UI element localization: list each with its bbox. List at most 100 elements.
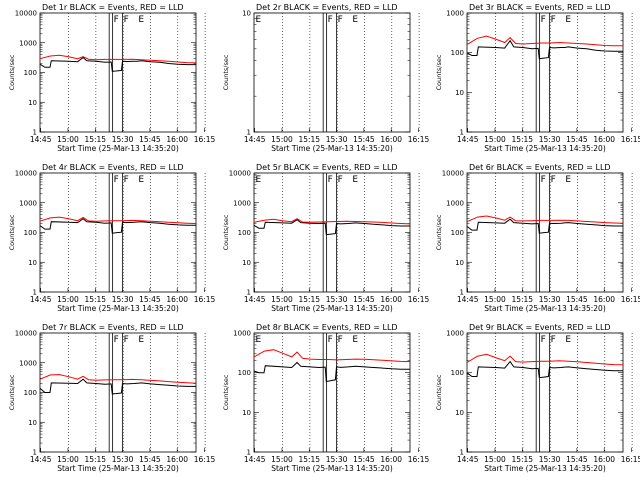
y-tick-label: 1 [460,289,464,297]
y-tick-label: 100 [451,49,464,57]
x-tick-label: 15:45 [353,295,375,304]
x-tick-label: 16:00 [166,135,188,144]
y-tick-label: 1 [33,129,37,137]
y-tick-label: 10 [242,409,251,417]
x-tick-label: 16:00 [593,455,615,464]
plot-frame [466,12,624,133]
plot-title: Det 5r BLACK = Events, RED = LLD [256,163,398,172]
f-marker: F [328,175,333,185]
x-tick-label: 16:00 [166,455,188,464]
x-tick-label: 15:00 [484,135,506,144]
f-marker: F [124,335,129,345]
events-series-line [39,218,196,234]
x-tick-label: 15:15 [511,295,533,304]
plot-title: Det 7r BLACK = Events, RED = LLD [42,323,184,332]
plot-title: Det 1r BLACK = Events, RED = LLD [42,3,184,12]
y-tick-label: 1 [247,449,251,457]
f-marker: F [541,335,546,345]
x-tick-label: 16:15 [194,455,216,464]
x-tick-label: 15:45 [139,295,161,304]
lld-series-line [253,218,411,225]
f-marker: F [328,15,333,25]
y-tick-label: 1000 [446,330,464,338]
x-tick-label: 15:30 [539,455,561,464]
y-tick-label: 100 [24,229,37,237]
x-tick-label: 16:00 [380,455,402,464]
y-tick-label: 1000 [19,39,37,47]
y-tick-label: 100 [451,369,464,377]
x-tick-label: 15:30 [112,135,134,144]
plot-frame [253,332,411,453]
x-tick-label: 16:15 [621,135,640,144]
lld-series-line [466,353,624,366]
x-tick-label: 15:00 [484,295,506,304]
f-marker: F [124,175,129,185]
x-tick-label: 16:15 [194,295,216,304]
plot-title: Det 3r BLACK = Events, RED = LLD [469,3,611,12]
y-axis-label: Counts/sec [222,374,230,410]
y-tick-label: 1 [247,129,251,137]
y-tick-label: 1000 [446,10,464,18]
x-tick-label: 15:30 [539,295,561,304]
y-axis-label: Counts/sec [222,214,230,250]
x-tick-label: 15:15 [84,455,106,464]
x-tick-label: 15:00 [57,295,79,304]
x-tick-label: 15:15 [298,135,320,144]
x-tick-label: 15:30 [326,455,348,464]
e-marker: E [565,15,571,25]
x-tick-label: 16:15 [408,455,430,464]
y-tick-label: 1000 [446,199,464,207]
events-series-line [39,378,196,395]
x-tick-label: 15:00 [484,455,506,464]
x-tick-label: 14:45 [457,295,479,304]
y-tick-label: 10 [28,99,37,107]
f-marker: F [328,335,333,345]
e-marker: E [352,175,358,185]
f-marker: F [541,15,546,25]
x-tick-label: 16:15 [621,455,640,464]
x-tick-label: 16:00 [380,135,402,144]
y-tick-label: 1 [460,129,464,137]
plot-frame [39,332,197,453]
x-tick-label: 15:15 [511,135,533,144]
y-tick-label: 10000 [442,170,464,178]
x-axis-label: Start Time (25-Mar-13 14:35:20) [57,464,179,473]
x-tick-label: 15:30 [112,295,134,304]
x-tick-label: 14:45 [244,455,266,464]
f-marker: F [338,175,343,185]
y-tick-label: 100 [451,229,464,237]
y-tick-label: 10000 [229,170,251,178]
y-tick-label: 1 [33,289,37,297]
f-marker: F [338,15,343,25]
x-tick-label: 15:15 [298,295,320,304]
f-marker: F [551,175,556,185]
e-marker: E [256,15,262,25]
x-axis-label: Start Time (25-Mar-13 14:35:20) [57,304,179,313]
x-tick-label: 16:15 [408,135,430,144]
y-tick-label: 10 [28,259,37,267]
e-marker: E [256,335,262,345]
x-tick-label: 15:15 [298,455,320,464]
plot-title: Det 2r BLACK = Events, RED = LLD [256,3,398,12]
x-tick-label: 15:00 [271,295,293,304]
plot-title: Det 8r BLACK = Events, RED = LLD [256,323,398,332]
y-tick-label: 1000 [233,330,251,338]
x-tick-label: 15:30 [112,455,134,464]
x-tick-label: 15:00 [271,455,293,464]
x-tick-label: 15:30 [326,135,348,144]
x-axis-label: Start Time (25-Mar-13 14:35:20) [271,464,393,473]
x-tick-label: 14:45 [244,135,266,144]
x-tick-label: 15:45 [139,135,161,144]
x-axis-label: Start Time (25-Mar-13 14:35:20) [484,144,606,153]
x-axis-label: Start Time (25-Mar-13 14:35:20) [271,144,393,153]
e-marker: E [256,175,262,185]
f-marker: F [541,175,546,185]
lld-series-line [39,54,197,64]
y-axis-label: Counts/sec [8,374,16,410]
y-tick-label: 10 [455,89,464,97]
x-tick-label: 16:00 [593,295,615,304]
y-tick-label: 100 [238,229,251,237]
x-tick-label: 15:00 [271,135,293,144]
x-axis-label: Start Time (25-Mar-13 14:35:20) [57,144,179,153]
